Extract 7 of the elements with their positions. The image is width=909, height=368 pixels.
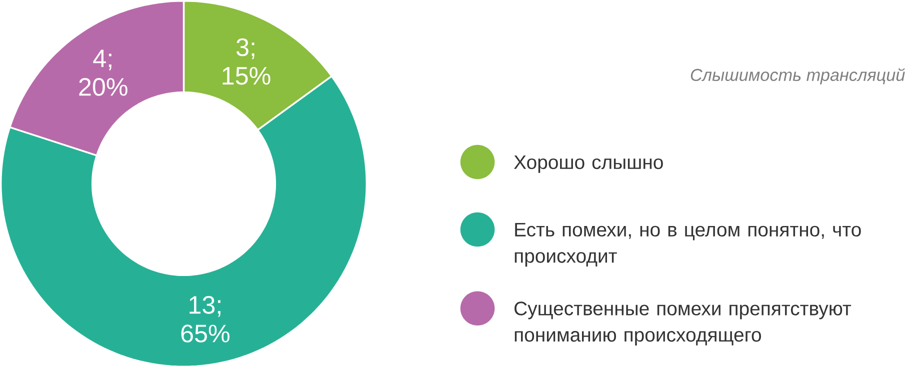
data-label: 4; 20% [79,50,128,96]
data-label: 3; 15% [222,38,270,85]
data-label: 13; 65% [181,296,230,343]
legend-label: Хорошо слышно [514,156,663,174]
legend-label: Есть помехи, но в целом понятно, что происходит [514,223,861,267]
text: Слышимость трансляций [690,68,905,85]
legend-label: Существенные помехи препятствуют пониманию происходящего [514,302,852,346]
